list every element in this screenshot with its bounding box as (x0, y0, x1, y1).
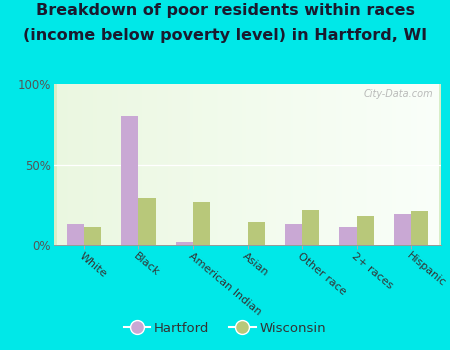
Legend: Hartford, Wisconsin: Hartford, Wisconsin (118, 316, 332, 340)
Bar (139, 198, 156, 245)
Bar (176, 242, 193, 245)
Bar (248, 223, 265, 245)
Bar (284, 224, 302, 245)
Bar (394, 215, 411, 245)
Bar (121, 116, 139, 245)
Text: (income below poverty level) in Hartford, WI: (income below poverty level) in Hartford… (23, 28, 427, 43)
Bar (339, 227, 356, 245)
Text: Breakdown of poor residents within races: Breakdown of poor residents within races (36, 4, 414, 19)
Bar (67, 224, 84, 245)
Bar (356, 216, 374, 245)
Bar (302, 210, 320, 245)
Bar (84, 227, 101, 245)
Bar (193, 202, 211, 245)
Text: City-Data.com: City-Data.com (364, 89, 433, 99)
Bar (411, 211, 428, 245)
